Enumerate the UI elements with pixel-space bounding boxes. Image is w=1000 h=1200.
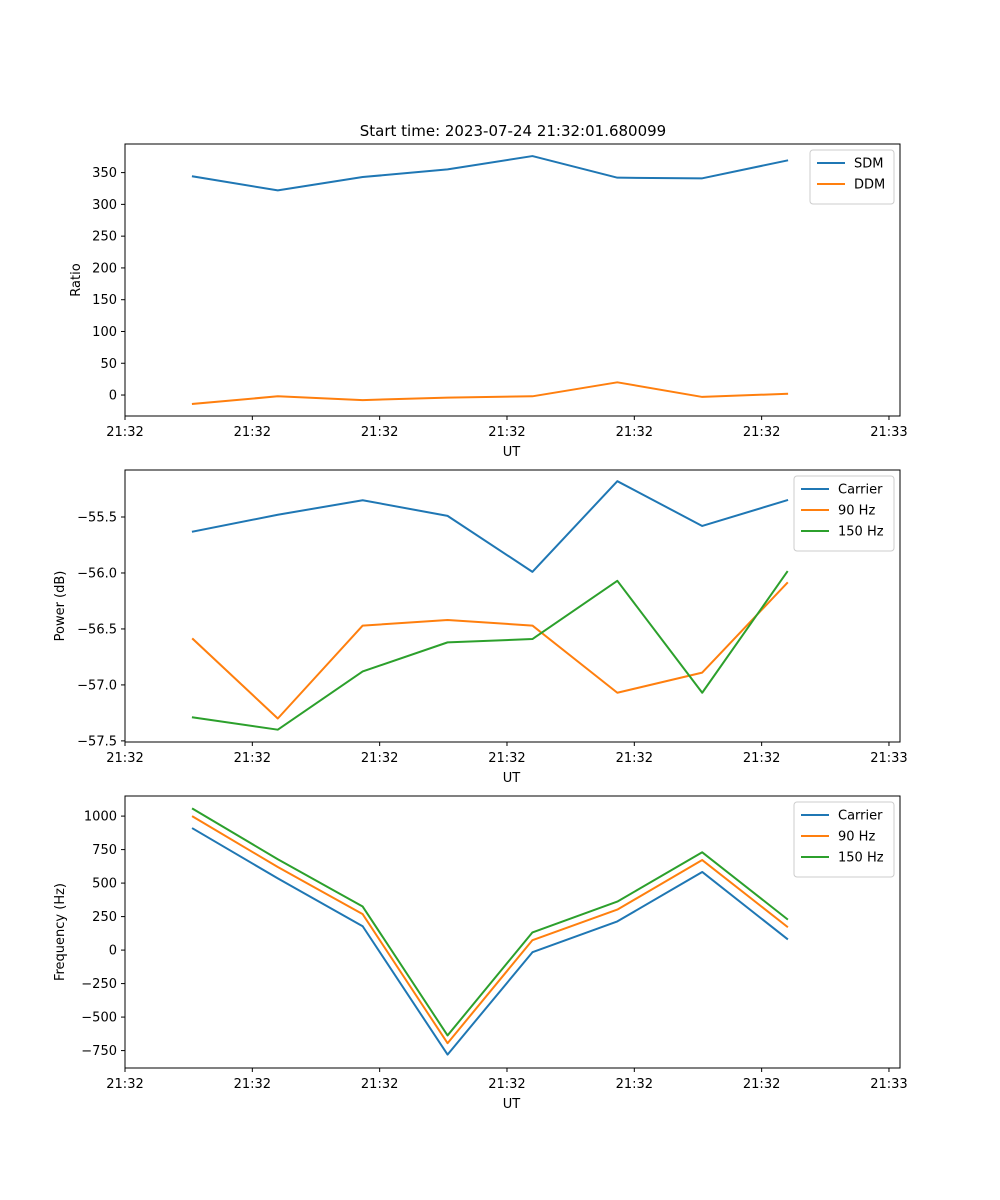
series-line-150-hz — [191, 807, 789, 1037]
axes-frame — [124, 143, 901, 417]
x-tick-label: 21:33 — [870, 751, 907, 766]
y-tick-label: −57.0 — [77, 678, 117, 693]
x-axis-label: UT — [503, 1097, 521, 1112]
x-tick-label: 21:32 — [616, 1077, 653, 1092]
y-tick-label: −56.0 — [77, 566, 117, 581]
panel-1: 0 50 100 150 200 250 300 350 21:32 21:32 21:32 21:3… — [69, 143, 908, 460]
series-line-90-hz — [191, 581, 789, 720]
axes-frame — [124, 469, 901, 743]
y-tick-label: −55.5 — [77, 511, 117, 526]
panel-3: −750 −500 −250 0 250 500 750 1000 21:32 21:32 21:3… — [53, 795, 908, 1112]
series-line-ddm — [191, 381, 789, 406]
x-axis-label: UT — [503, 771, 521, 786]
x-tick-label: 21:33 — [870, 1077, 907, 1092]
x-tick-label: 21:32 — [361, 751, 398, 766]
y-tick-label: 250 — [92, 230, 117, 245]
legend-label: 90 Hz — [838, 830, 875, 845]
x-tick-label: 21:32 — [234, 1077, 271, 1092]
y-tick-label: −250 — [81, 977, 117, 992]
y-tick-label: 750 — [92, 843, 117, 858]
legend-label: DDM — [854, 178, 885, 193]
y-tick-label: 350 — [92, 166, 117, 181]
axes-frame — [124, 795, 901, 1069]
legend-label: 150 Hz — [838, 851, 884, 866]
y-axis-label: Ratio — [69, 263, 84, 296]
x-tick-label: 21:32 — [361, 1077, 398, 1092]
x-tick-label: 21:32 — [106, 1077, 143, 1092]
legend: Carrier 90 Hz 150 Hz — [793, 475, 895, 552]
y-tick-label: −500 — [81, 1011, 117, 1026]
x-tick-label: 21:32 — [743, 425, 780, 440]
series-line-carrier — [191, 827, 789, 1056]
legend: SDM DDM — [809, 149, 895, 205]
series-line-sdm — [191, 155, 789, 192]
y-tick-label: −57.5 — [77, 734, 117, 749]
legend-label: Carrier — [838, 809, 883, 824]
x-axis-label: UT — [503, 445, 521, 460]
y-tick-label: 200 — [92, 261, 117, 276]
x-tick-label: 21:32 — [488, 1077, 525, 1092]
x-tick-label: 21:32 — [234, 751, 271, 766]
y-axis-label: Frequency (Hz) — [53, 883, 68, 981]
series-line-90-hz — [191, 815, 789, 1045]
legend-label: SDM — [854, 157, 883, 172]
legend: Carrier 90 Hz 150 Hz — [793, 801, 895, 878]
y-tick-label: 500 — [92, 877, 117, 892]
x-tick-label: 21:32 — [616, 751, 653, 766]
x-tick-label: 21:32 — [234, 425, 271, 440]
legend-box — [793, 801, 895, 878]
x-tick-label: 21:32 — [488, 751, 525, 766]
y-tick-label: 100 — [92, 325, 117, 340]
panel-2: −57.5 −57.0 −56.5 −56.0 −55.5 21:32 21:32 21:32… — [53, 469, 908, 786]
x-tick-label: 21:32 — [106, 425, 143, 440]
y-tick-label: 1000 — [84, 810, 117, 825]
x-tick-label: 21:32 — [743, 751, 780, 766]
x-tick-label: 21:32 — [616, 425, 653, 440]
legend-label: 150 Hz — [838, 525, 884, 540]
series-line-150-hz — [191, 570, 789, 731]
y-tick-label: −56.5 — [77, 622, 117, 637]
y-tick-label: 50 — [100, 357, 117, 372]
x-tick-label: 21:32 — [743, 1077, 780, 1092]
legend-label: 90 Hz — [838, 504, 875, 519]
y-tick-label: 0 — [109, 389, 117, 404]
chart-title: Start time: 2023-07-24 21:32:01.680099 — [360, 122, 666, 140]
legend-box — [793, 475, 895, 552]
x-tick-label: 21:33 — [870, 425, 907, 440]
legend-label: Carrier — [838, 483, 883, 498]
y-tick-label: 250 — [92, 910, 117, 925]
y-tick-label: 150 — [92, 293, 117, 308]
x-tick-label: 21:32 — [488, 425, 525, 440]
x-tick-label: 21:32 — [361, 425, 398, 440]
y-tick-label: 300 — [92, 198, 117, 213]
x-tick-label: 21:32 — [106, 751, 143, 766]
y-tick-label: −750 — [81, 1044, 117, 1059]
y-tick-label: 0 — [109, 944, 117, 959]
y-axis-label: Power (dB) — [53, 571, 68, 642]
series-line-carrier — [191, 480, 789, 573]
